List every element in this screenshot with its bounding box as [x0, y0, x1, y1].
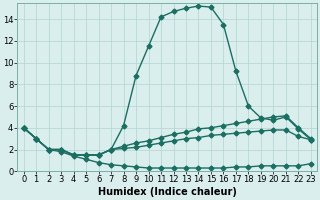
- X-axis label: Humidex (Indice chaleur): Humidex (Indice chaleur): [98, 187, 237, 197]
